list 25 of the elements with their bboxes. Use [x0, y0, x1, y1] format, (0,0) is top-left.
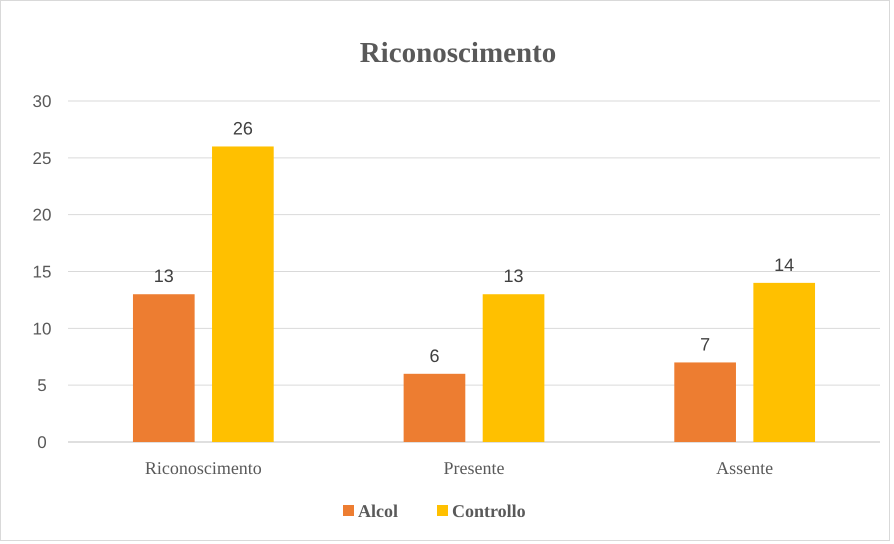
x-tick-label: Assente: [716, 458, 774, 478]
y-tick-label: 5: [37, 376, 47, 396]
bar: [753, 282, 816, 442]
x-tick-label: Riconoscimento: [144, 458, 262, 478]
bar: [482, 294, 544, 442]
y-tick-label: 15: [32, 262, 52, 282]
x-tick-label: Presente: [444, 458, 504, 478]
data-label: 13: [154, 266, 174, 286]
y-tick-label: 25: [32, 148, 52, 168]
chart-title: Riconoscimento: [360, 37, 556, 69]
bar: [404, 374, 466, 442]
data-label: 26: [232, 118, 253, 138]
bar: [674, 362, 736, 442]
bar: [212, 146, 274, 442]
y-tick-label: 20: [32, 206, 52, 225]
data-label: 6: [429, 346, 440, 366]
data-label: 7: [700, 334, 710, 354]
y-tick-label: 10: [32, 319, 52, 338]
bar: [132, 294, 195, 442]
legend-label: Alcol: [358, 501, 398, 521]
legend-label: Controllo: [452, 501, 526, 521]
y-tick-label: 30: [32, 92, 52, 111]
y-tick-label: 0: [37, 433, 47, 452]
data-label: 13: [504, 266, 524, 286]
data-label: 14: [774, 254, 794, 275]
